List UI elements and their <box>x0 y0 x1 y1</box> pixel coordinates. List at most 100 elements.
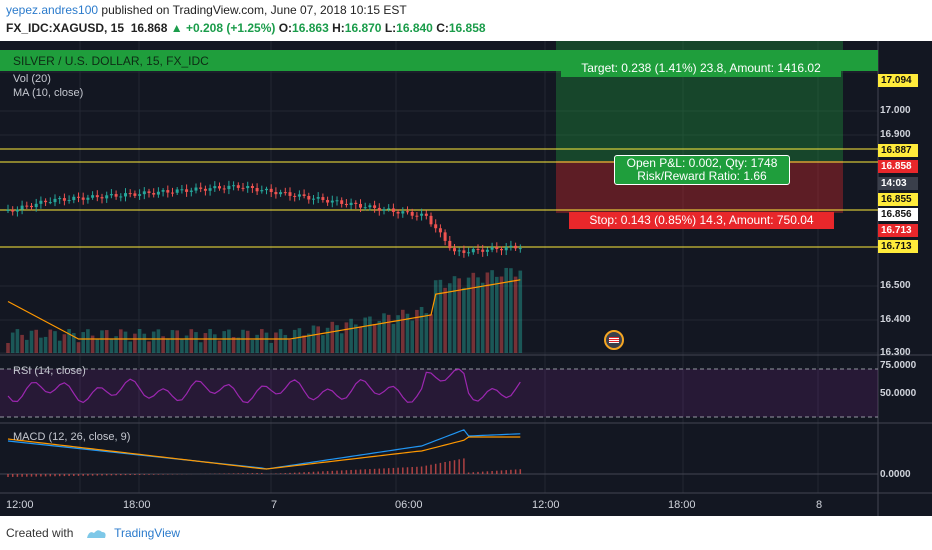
candle-body <box>218 186 221 189</box>
close-value: 16.858 <box>448 21 486 35</box>
close-label: C: <box>436 21 449 35</box>
volume-bar <box>504 267 508 353</box>
volume-bar <box>438 279 443 353</box>
author-link[interactable]: yepez.andres100 <box>6 3 99 17</box>
candle-body <box>312 198 315 200</box>
volume-bar <box>391 323 396 353</box>
volume-bar <box>222 331 226 353</box>
volume-bar <box>297 328 302 353</box>
macd-tick: 0.0000 <box>880 469 911 480</box>
volume-bar <box>307 333 311 353</box>
candle-body <box>180 189 184 191</box>
volume-bar <box>429 314 433 353</box>
candle-body <box>138 194 142 196</box>
stop-label[interactable]: Stop: 0.143 (0.85%) 14.3, Amount: 750.04 <box>569 212 834 229</box>
candle-body <box>462 250 466 253</box>
candle-body <box>189 190 193 192</box>
volume-bar <box>76 342 81 353</box>
volume-bar <box>349 318 353 353</box>
symbol-name: FX_IDC:XAGUSD, 15 <box>6 21 125 35</box>
candle-body <box>175 189 179 193</box>
macd-indicator-label[interactable]: MACD (12, 26, close, 9) <box>13 431 131 443</box>
candle-body <box>171 192 174 194</box>
volume-bar <box>260 329 264 353</box>
candle-body <box>349 202 353 206</box>
chart-area[interactable]: SILVER / U.S. DOLLAR, 15, FX_IDC Vol (20… <box>0 41 932 516</box>
volume-indicator-label[interactable]: Vol (20) <box>13 73 51 85</box>
candle-body <box>67 200 71 202</box>
candle-body <box>105 195 109 199</box>
volume-bar <box>194 332 198 353</box>
volume-bar <box>330 321 335 353</box>
candle-body <box>20 205 24 210</box>
candle-body <box>359 203 362 208</box>
candle-body <box>81 197 85 200</box>
candle-body <box>232 185 236 187</box>
candle-body <box>485 249 489 252</box>
time-tick: 06:00 <box>395 499 423 511</box>
volume-bar <box>62 334 67 353</box>
volume-bar <box>151 331 156 353</box>
volume-bar <box>100 330 104 353</box>
candle-body <box>288 192 292 196</box>
time-tick: 18:00 <box>123 499 151 511</box>
volume-bar <box>166 338 170 353</box>
rsi-indicator-label[interactable]: RSI (14, close) <box>13 365 86 377</box>
volume-bar <box>415 309 419 353</box>
volume-bar <box>142 333 147 353</box>
candle-body <box>509 245 513 248</box>
volume-bar <box>109 338 114 353</box>
volume-bar <box>241 329 245 353</box>
ma-indicator-label[interactable]: MA (10, close) <box>13 87 84 99</box>
volume-bar <box>269 342 273 353</box>
bar-countdown-tag: 14:03 <box>878 177 918 190</box>
candle-body <box>44 200 48 203</box>
volume-bar <box>480 282 485 353</box>
volume-bar <box>48 329 53 353</box>
high-label: H: <box>332 21 345 35</box>
candle-body <box>274 192 278 195</box>
pnl-box[interactable]: Open P&L: 0.002, Qty: 1748 Risk/Reward R… <box>614 155 790 185</box>
candle-body <box>382 209 386 211</box>
rsi-tick: 75.0000 <box>880 360 917 371</box>
volume-bar <box>363 317 367 353</box>
volume-bar <box>170 330 175 353</box>
volume-bar <box>264 332 269 353</box>
price-tick: 16.900 <box>880 129 911 140</box>
candle-body <box>326 199 330 203</box>
chart-symbol-title[interactable]: SILVER / U.S. DOLLAR, 15, FX_IDC <box>13 54 209 68</box>
candle-body <box>124 193 127 197</box>
candle-body <box>453 248 456 252</box>
volume-bar <box>119 329 123 353</box>
entry-price-tag: 16.856 <box>878 208 918 221</box>
volume-bar <box>396 315 400 353</box>
tradingview-brand-link[interactable]: TradingView <box>114 526 181 540</box>
candle-body <box>321 197 325 200</box>
volume-bar <box>283 334 288 353</box>
candle-body <box>434 224 438 229</box>
target-label[interactable]: Target: 0.238 (1.41%) 23.8, Amount: 1416… <box>561 60 841 77</box>
candle-body <box>114 194 118 197</box>
volume-bar <box>386 314 391 353</box>
volume-bar <box>137 329 142 353</box>
us-flag-event-icon[interactable] <box>604 330 624 350</box>
volume-bar <box>43 336 48 353</box>
candle-body <box>109 194 113 196</box>
volume-bar <box>419 306 424 353</box>
volume-bar <box>274 332 278 353</box>
candle-body <box>518 248 522 250</box>
volume-bar <box>29 330 34 353</box>
candle-body <box>297 194 301 197</box>
volume-bar <box>513 276 518 353</box>
volume-bar <box>227 329 231 353</box>
candle-body <box>194 187 198 191</box>
chart-canvas[interactable] <box>0 41 932 516</box>
tradingview-logo-icon <box>86 530 106 538</box>
candle-body <box>467 252 471 254</box>
volume-bar <box>57 340 62 353</box>
upper-line-tag: 16.887 <box>878 144 918 157</box>
candle-body <box>420 213 424 216</box>
candle-body <box>265 188 268 191</box>
risk-reward-text: Risk/Reward Ratio: 1.66 <box>637 169 767 183</box>
volume-bar <box>147 341 151 353</box>
